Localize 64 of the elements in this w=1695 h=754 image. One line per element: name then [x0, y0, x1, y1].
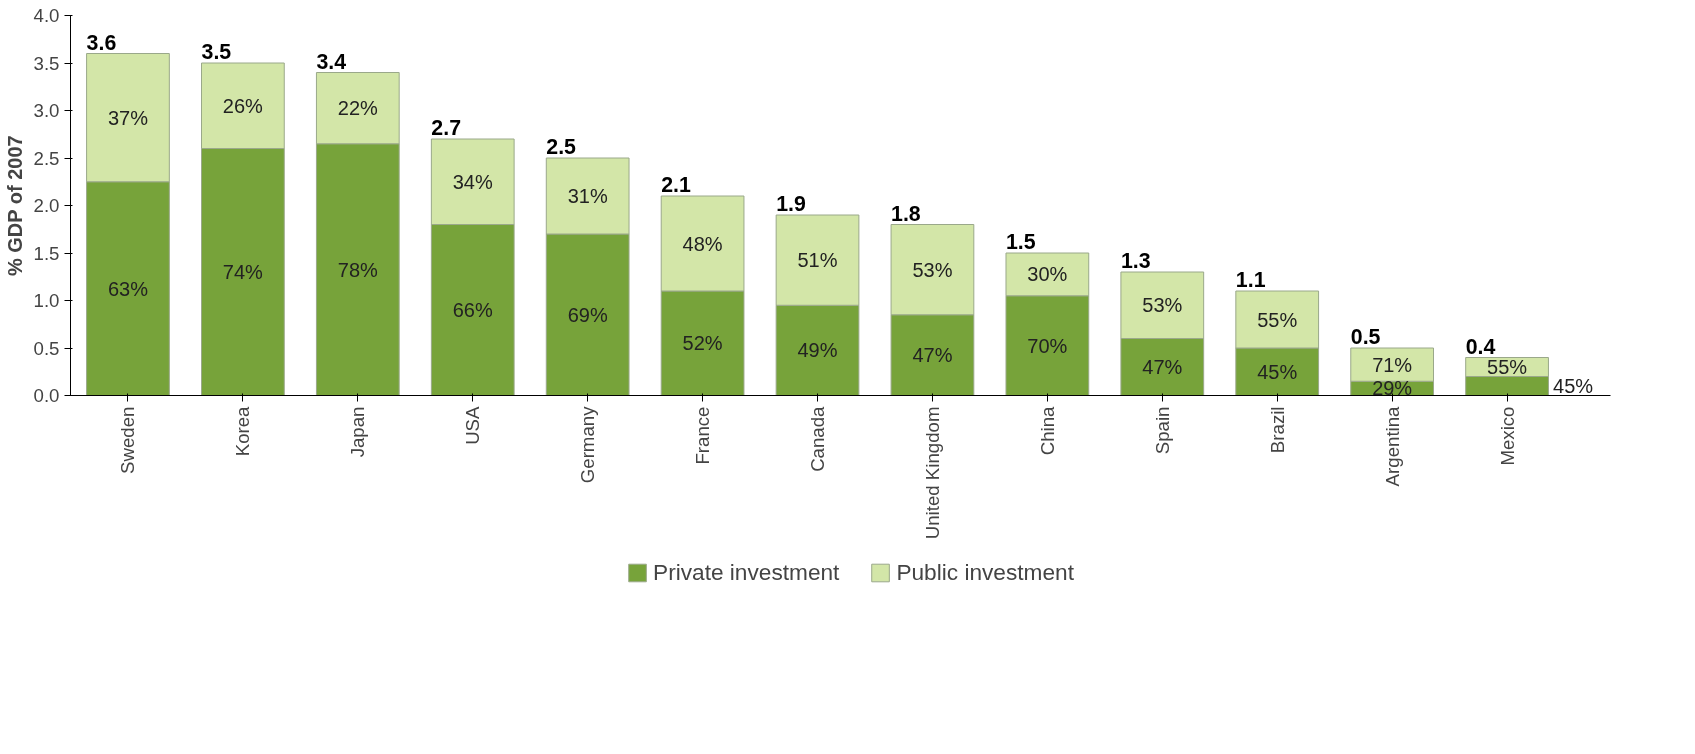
- annotation: 66%: [452, 299, 493, 321]
- x-tick-label: Canada: [807, 405, 829, 472]
- annotation: 69%: [567, 303, 608, 326]
- legend-label: Public investment: [896, 558, 1074, 586]
- total-label: 3.4: [316, 49, 347, 74]
- y-tick-label: 0.5: [33, 337, 60, 359]
- total-label: 0.4: [1465, 334, 1496, 359]
- annotation: 45%: [1553, 375, 1594, 397]
- annotation: 71%: [1372, 353, 1413, 376]
- annotation: 51%: [797, 249, 838, 272]
- x-tick-label: Japan: [347, 406, 369, 458]
- y-tick-label: 1.0: [33, 290, 60, 311]
- legend-label: Private investment: [653, 558, 840, 586]
- annotation: 78%: [337, 258, 379, 281]
- annotation: 47%: [912, 344, 953, 367]
- total-label: 1.1: [1235, 268, 1266, 292]
- annotation: 63%: [107, 277, 149, 300]
- y-axis-title: % GDP of 2007: [3, 135, 26, 277]
- annotation: 48%: [682, 232, 723, 255]
- annotation: 52%: [682, 332, 723, 355]
- total-label: 2.7: [431, 116, 462, 140]
- x-tick-label: France: [692, 406, 714, 465]
- annotation: 22%: [337, 97, 379, 120]
- y-tick-label: 3.5: [33, 52, 60, 74]
- x-tick-label: Brazil: [1266, 406, 1288, 454]
- annotation: 31%: [567, 185, 608, 207]
- x-tick-label: Spain: [1151, 406, 1173, 455]
- x-tick-label: Sweden: [117, 406, 139, 474]
- annotation: 37%: [107, 106, 149, 129]
- annotation: 53%: [912, 258, 953, 281]
- y-tick-label: 0.0: [33, 385, 60, 406]
- y-tick-label: 1.5: [33, 242, 60, 264]
- x-tick-label: Germany: [577, 405, 599, 484]
- total-label: 3.5: [201, 40, 232, 64]
- annotation: 29%: [1372, 377, 1413, 400]
- annotation: 70%: [1027, 334, 1068, 357]
- x-tick-label: China: [1036, 405, 1058, 456]
- y-tick-label: 3.0: [33, 100, 60, 121]
- total-label: 0.5: [1350, 325, 1381, 349]
- x-tick-label: United Kingdom: [921, 406, 943, 540]
- total-label: 2.1: [661, 173, 691, 197]
- annotation: 55%: [1487, 356, 1528, 378]
- annotation: 45%: [1257, 360, 1298, 383]
- total-label: 2.5: [546, 135, 577, 159]
- y-tick-label: 2.5: [33, 147, 60, 169]
- y-tick-label: 4.0: [33, 5, 60, 26]
- annotation: 74%: [222, 261, 264, 283]
- annotation: 34%: [452, 170, 493, 193]
- total-label: 1.5: [1005, 230, 1036, 254]
- x-tick-label: Mexico: [1496, 406, 1518, 466]
- annotation: 55%: [1257, 308, 1298, 331]
- x-tick-label: USA: [462, 405, 484, 445]
- annotation: 53%: [1142, 294, 1183, 317]
- annotation: 49%: [797, 339, 838, 362]
- y-tick-label: 2.0: [33, 195, 60, 216]
- x-tick-label: Korea: [232, 405, 254, 457]
- total-label: 3.6: [86, 30, 117, 55]
- x-tick-label: Argentina: [1381, 405, 1403, 487]
- total-label: 1.3: [1120, 249, 1151, 273]
- total-label: 1.9: [776, 192, 806, 216]
- total-label: 1.8: [891, 201, 921, 226]
- annotation: 30%: [1027, 263, 1068, 286]
- annotation: 26%: [222, 94, 264, 117]
- annotation: 47%: [1142, 356, 1183, 378]
